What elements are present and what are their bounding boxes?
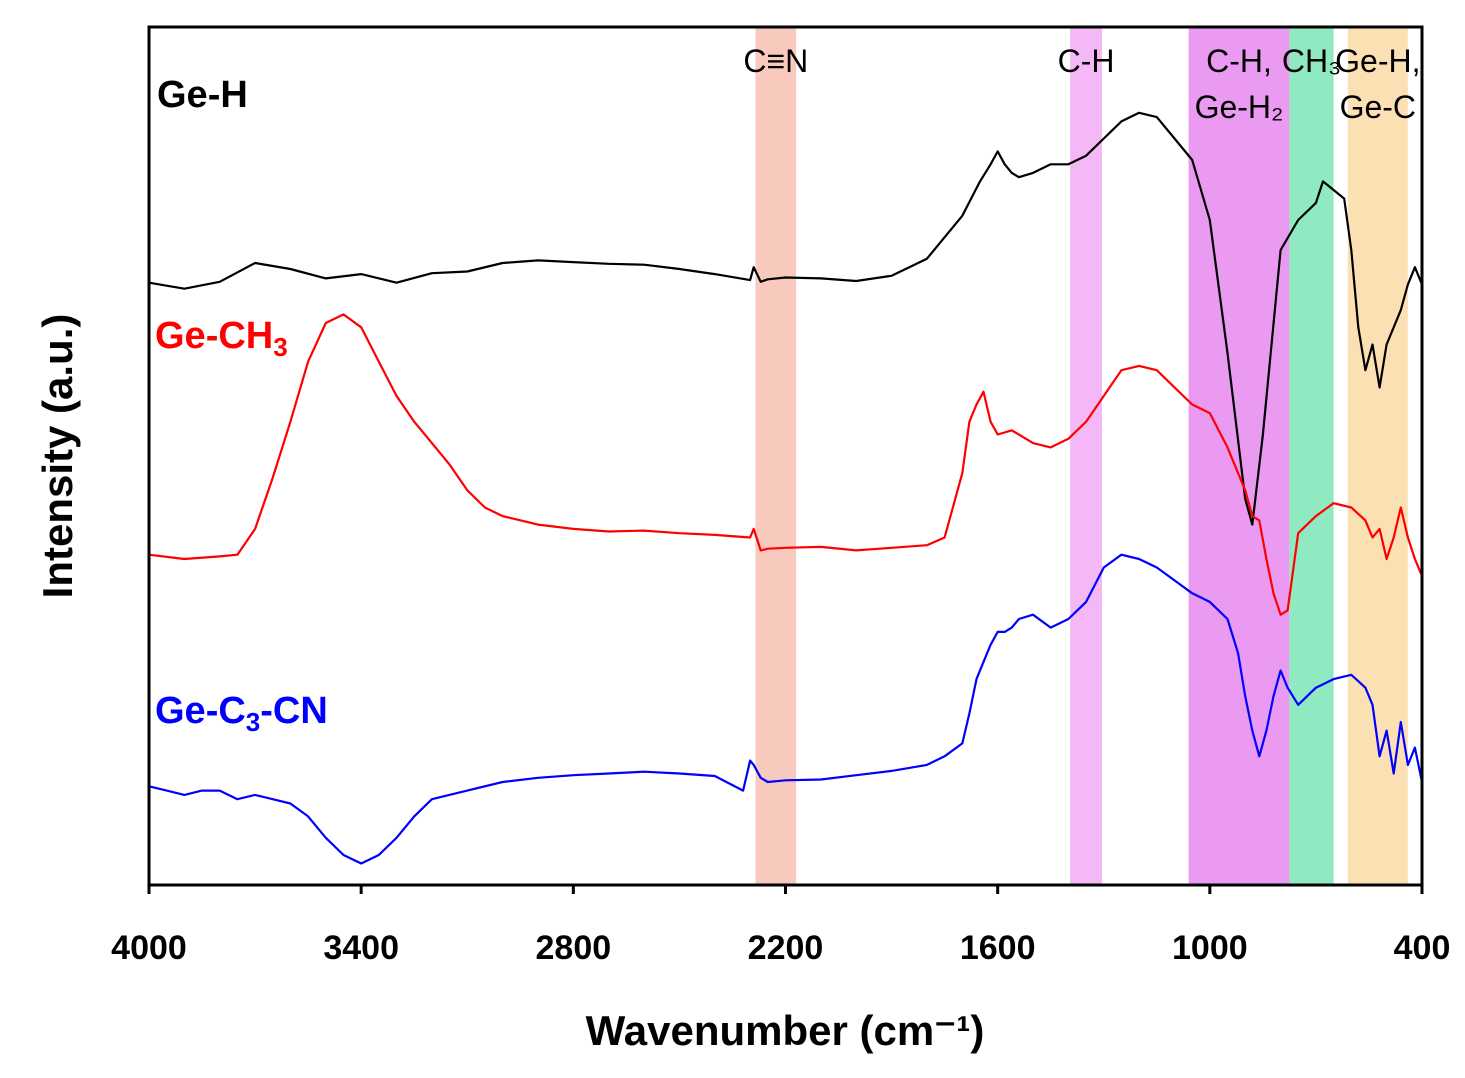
band-label-c-h-ge-h2-line-0: C-H, xyxy=(1206,43,1272,79)
band-label-c-h-ge-h2-line-1: Ge-H₂ xyxy=(1195,89,1284,125)
band-label-c-h-line-0: C-H xyxy=(1058,43,1115,79)
absorption-bands xyxy=(755,27,1408,885)
band-label-ge-h-ge-c-line-0: Ge-H, xyxy=(1335,43,1420,79)
y-axis-title: Intensity (a.u.) xyxy=(34,314,81,599)
band-ge-h-ge-c xyxy=(1347,27,1408,885)
x-tick-label-1600: 1600 xyxy=(960,929,1036,967)
x-axis-ticks: 4000 3400 2800 2200 1600 1000 400 xyxy=(111,885,1450,967)
x-tick-label-2800: 2800 xyxy=(536,929,612,967)
band-label-ge-h-ge-c-line-1: Ge-C xyxy=(1340,89,1416,125)
series-label-ge-c3-cn: Ge-C3-CN xyxy=(155,690,328,737)
x-tick-label-2200: 2200 xyxy=(748,929,824,967)
band-c-n xyxy=(755,27,797,885)
band-label-c-n-line-0: C≡N xyxy=(743,43,808,79)
x-tick-label-4000: 4000 xyxy=(111,929,187,967)
x-axis-title: Wavenumber (cm⁻¹) xyxy=(586,1007,985,1054)
x-tick-label-3400: 3400 xyxy=(323,929,399,967)
x-tick-label-400: 400 xyxy=(1394,929,1451,967)
series-line-ge-c3-cn xyxy=(148,553,1424,865)
band-c-h xyxy=(1070,27,1102,885)
series-line-ge-ch3 xyxy=(148,313,1424,616)
x-tick-label-1000: 1000 xyxy=(1172,929,1248,967)
series-label-ge-h: Ge-H xyxy=(157,74,248,116)
band-label-ch3-line-0: CH₃ xyxy=(1282,43,1341,79)
series-line-ge-h xyxy=(148,111,1424,526)
spectra-series xyxy=(148,111,1424,865)
series-label-ge-ch3: Ge-CH3 xyxy=(155,315,288,362)
band-ch3 xyxy=(1289,27,1334,885)
